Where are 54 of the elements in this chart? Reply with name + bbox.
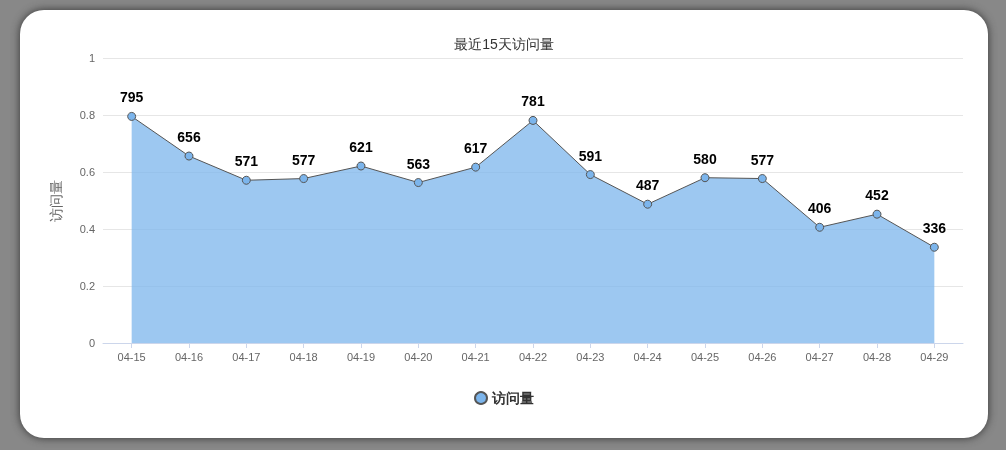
y-tick-label: 1 [88, 52, 95, 64]
x-tick-label: 04-21 [461, 350, 490, 363]
y-axis-title: 访问量 [48, 179, 64, 222]
annotation: 452 [865, 187, 889, 204]
annotation: 571 [234, 153, 259, 170]
point [241, 175, 251, 185]
annotation: 795 [119, 89, 144, 106]
annotation: 591 [578, 147, 603, 164]
x-tick-label: 04-18 [289, 350, 318, 363]
point [127, 111, 137, 121]
point [356, 161, 366, 171]
x-tick-label: 04-16 [174, 350, 204, 363]
x-tick-label: 04-27 [805, 350, 834, 363]
x-tick-label: 04-28 [862, 350, 892, 363]
y-tick-label: 0.6 [79, 166, 95, 178]
point [929, 242, 939, 252]
x-tick-label: 04-22 [518, 350, 548, 363]
annotation: 781 [521, 93, 545, 110]
x-tick-label: 04-17 [232, 350, 261, 363]
annotation: 487 [635, 177, 660, 194]
x-tick-label: 04-23 [576, 350, 605, 363]
annotation: 336 [922, 220, 947, 237]
annotation: 577 [750, 151, 775, 168]
annotation: 580 [693, 150, 717, 167]
point [815, 222, 825, 232]
point [585, 170, 595, 180]
point [413, 178, 423, 188]
legend-label: 访问量 [491, 390, 534, 406]
point [872, 209, 882, 219]
point [299, 174, 309, 184]
point [528, 115, 538, 125]
x-tick-label: 04-29 [920, 350, 949, 363]
point [184, 151, 194, 161]
point [757, 174, 767, 184]
y-tick-label: 0 [88, 337, 95, 349]
annotation: 577 [291, 151, 316, 168]
y-tick-label: 0.4 [79, 223, 95, 235]
point [643, 199, 653, 209]
annotation: 563 [406, 155, 431, 172]
x-tick-label: 04-19 [346, 350, 376, 363]
y-tick-label: 0.8 [79, 109, 95, 121]
x-tick-label: 04-25 [690, 350, 720, 363]
x-tick-label: 04-20 [404, 350, 433, 363]
x-tick-label: 04-15 [117, 350, 146, 363]
x-tick-label: 04-26 [748, 350, 777, 363]
chart-title: 最近15天访问量 [454, 36, 554, 52]
annotation: 656 [177, 129, 201, 146]
annotation: 617 [463, 140, 488, 157]
point [471, 162, 481, 172]
x-tick-label: 04-24 [633, 350, 662, 363]
y-tick-label: 0.2 [79, 280, 95, 292]
annotation: 406 [807, 200, 832, 217]
annotation: 621 [349, 139, 373, 156]
point [700, 173, 710, 183]
